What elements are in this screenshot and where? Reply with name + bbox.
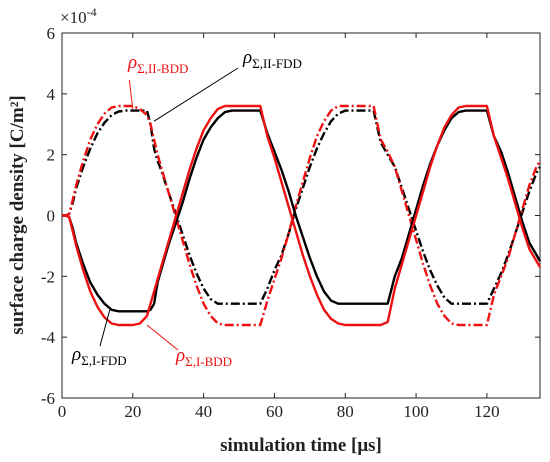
plot-frame <box>61 32 541 399</box>
y-tick-label: 0 <box>47 207 56 226</box>
y-axis-label: surface charge density [C/m²] <box>7 95 28 334</box>
x-tick-label: 100 <box>403 402 429 421</box>
annotation-ii-bdd: ρΣ,II-BDD <box>127 52 188 76</box>
annotation-i-bdd: ρΣ,I-BDD <box>175 345 232 369</box>
series-line-i-fdd <box>62 109 542 313</box>
y-tick-label: 6 <box>47 24 56 43</box>
x-tick-label: 80 <box>337 402 354 421</box>
leader-i-fdd <box>99 309 111 347</box>
x-tick-label: 20 <box>124 402 141 421</box>
x-tick-label: 0 <box>58 402 67 421</box>
y-tick-label: -2 <box>41 267 55 286</box>
y-tick-label: -6 <box>41 389 55 408</box>
y-tick-label: 4 <box>47 85 56 104</box>
y-tick-label: 2 <box>47 146 56 165</box>
annotation-ii-fdd: ρΣ,II-FDD <box>242 47 302 71</box>
y-scale-factor: ×10-4 <box>60 5 97 27</box>
x-axis-label: simulation time [μs] <box>220 435 382 456</box>
x-tick-label: 60 <box>266 402 283 421</box>
series-line-ii-fdd <box>62 109 542 305</box>
leader-ii-fdd <box>153 67 239 122</box>
series-line-i-bdd <box>62 104 542 327</box>
leader-ii-bdd <box>128 79 134 110</box>
series-line-ii-bdd <box>62 104 542 327</box>
leader-i-bdd <box>146 324 179 351</box>
x-tick-label: 40 <box>195 402 212 421</box>
series-group <box>62 104 542 327</box>
annotation-leaders <box>99 67 239 351</box>
annotation-i-fdd: ρΣ,I-FDD <box>71 344 127 368</box>
y-tick-label: -4 <box>41 328 56 347</box>
x-tick-label: 120 <box>474 402 500 421</box>
axis-ticks: 0 20 40 60 80 100 120 -6 -4 -2 0 2 4 6 <box>41 24 540 421</box>
